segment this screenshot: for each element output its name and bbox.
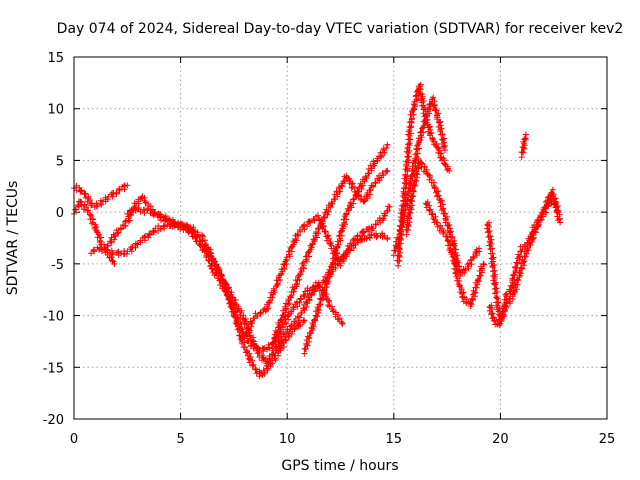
series-markers	[390, 94, 449, 259]
y-tick-label: 15	[47, 51, 64, 66]
series-markers	[484, 186, 561, 325]
x-tick-label: 10	[279, 432, 296, 447]
y-tick-label: -15	[43, 361, 64, 376]
series-markers	[394, 81, 453, 269]
data-points	[71, 81, 564, 380]
series-track-11	[403, 155, 483, 279]
y-tick-label: -10	[43, 310, 64, 325]
series-markers	[301, 141, 391, 357]
x-axis-label: GPS time / hours	[281, 458, 398, 474]
series-track-8	[301, 141, 391, 357]
series-track-14	[484, 186, 561, 325]
y-tick-labels: -20 -15 -10 -5 0 5 10 15	[43, 51, 64, 428]
y-tick-label: 10	[47, 103, 64, 118]
series-track-12	[422, 199, 488, 310]
x-tick-label: 0	[70, 432, 78, 447]
y-tick-label: 0	[56, 206, 64, 221]
series-track-2	[71, 198, 118, 267]
y-tick-label: -20	[43, 413, 64, 428]
series-markers	[403, 155, 483, 279]
x-tick-label: 5	[176, 432, 184, 447]
x-tick-label: 15	[386, 432, 403, 447]
x-tick-labels: 0 5 10 15 20 25	[70, 432, 615, 447]
series-track-9	[394, 81, 453, 269]
y-tick-label: -5	[51, 258, 64, 273]
x-tick-label: 25	[599, 432, 616, 447]
series-track-10	[390, 94, 449, 259]
x-tick-label: 20	[492, 432, 509, 447]
y-tick-label: 5	[56, 154, 64, 169]
series-track-15	[518, 131, 529, 161]
series-markers	[422, 199, 488, 310]
series-markers	[71, 198, 118, 267]
chart-title: Day 074 of 2024, Sidereal Day-to-day VTE…	[57, 21, 624, 37]
series-markers	[518, 131, 529, 161]
plot-frame	[73, 56, 608, 420]
y-axis-label: SDTVAR / TECUs	[5, 181, 21, 296]
